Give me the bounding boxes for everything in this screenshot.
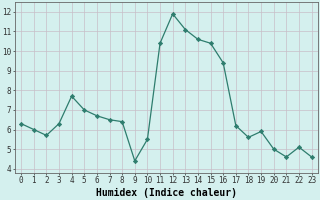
- X-axis label: Humidex (Indice chaleur): Humidex (Indice chaleur): [96, 188, 237, 198]
